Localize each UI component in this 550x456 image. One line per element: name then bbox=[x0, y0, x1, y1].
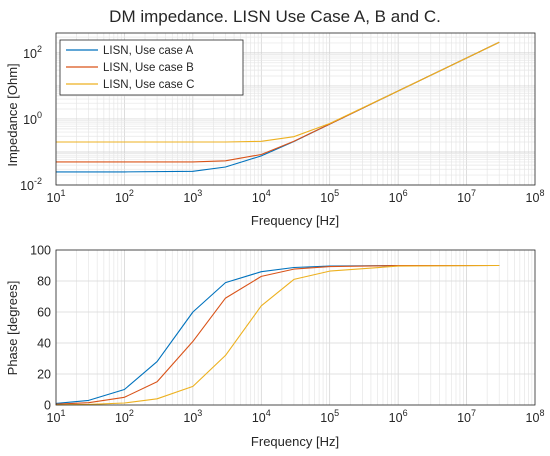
phase-grid bbox=[55, 249, 535, 406]
impedance-x-tick-label: 102 bbox=[115, 188, 134, 205]
phase-tick-labels: 0 20 40 60 80 100 101 102 103 104 105 106 107 108 bbox=[30, 244, 544, 426]
phase-x-tick-label: 105 bbox=[320, 408, 339, 425]
impedance-x-tick-label: 103 bbox=[183, 188, 202, 205]
impedance-tick-labels: 101 102 103 104 105 106 107 108 10-2 100 102 bbox=[20, 44, 544, 205]
impedance-y-tick-label: 10-2 bbox=[20, 176, 42, 193]
phase-y-tick-label: 100 bbox=[30, 244, 51, 258]
phase-y-axis-label: Phase [degrees] bbox=[5, 281, 20, 376]
impedance-x-tick-label: 106 bbox=[389, 188, 408, 205]
figure-title: DM impedance. LISN Use Case A, B and C. bbox=[109, 7, 441, 26]
impedance-axes bbox=[55, 32, 536, 186]
phase-axes bbox=[55, 249, 536, 406]
impedance-y-axis-label: Impedance [Ohm] bbox=[5, 63, 20, 166]
phase-series-b bbox=[55, 264, 500, 405]
phase-y-tick-label: 20 bbox=[37, 368, 51, 382]
impedance-x-tick-label: 101 bbox=[47, 188, 66, 205]
phase-y-tick-label: 0 bbox=[44, 399, 51, 413]
impedance-x-axis-label: Frequency [Hz] bbox=[251, 213, 339, 228]
impedance-x-tick-label: 108 bbox=[526, 188, 545, 205]
phase-panel: 0 20 40 60 80 100 101 102 103 104 105 106 107 108 Fre… bbox=[5, 244, 544, 450]
phase-y-tick-label: 60 bbox=[37, 306, 51, 320]
phase-x-tick-label: 101 bbox=[47, 408, 66, 425]
phase-x-tick-label: 104 bbox=[252, 408, 271, 425]
phase-axes-box bbox=[55, 249, 536, 406]
impedance-x-tick-label: 104 bbox=[252, 188, 271, 205]
impedance-series-c bbox=[56, 41, 500, 143]
impedance-x-tick-label: 105 bbox=[320, 188, 339, 205]
phase-x-axis-label: Frequency [Hz] bbox=[251, 434, 339, 449]
impedance-y-tick-label: 100 bbox=[23, 110, 42, 127]
phase-series-c bbox=[55, 264, 500, 406]
phase-x-tick-label: 103 bbox=[183, 408, 202, 425]
phase-series-a bbox=[55, 264, 500, 404]
impedance-axes-box bbox=[55, 32, 536, 186]
phase-lines bbox=[55, 264, 500, 406]
impedance-x-tick-label: 107 bbox=[457, 188, 476, 205]
impedance-panel: 101 102 103 104 105 106 107 108 10-2 100 102 Frequ… bbox=[5, 32, 544, 228]
legend-label-c: LISN, Use case C bbox=[103, 79, 194, 91]
phase-y-tick-label: 40 bbox=[37, 337, 51, 351]
phase-x-tick-label: 102 bbox=[115, 408, 134, 425]
phase-x-tick-label: 107 bbox=[457, 408, 476, 425]
impedance-y-tick-label: 102 bbox=[23, 44, 42, 61]
impedance-lines bbox=[56, 41, 500, 173]
phase-x-tick-label: 106 bbox=[389, 408, 408, 425]
legend: LISN, Use case A LISN, Use case B LISN, … bbox=[59, 39, 244, 96]
phase-x-tick-label: 108 bbox=[526, 408, 545, 425]
legend-label-b: LISN, Use case B bbox=[103, 62, 194, 74]
phase-y-tick-label: 80 bbox=[37, 275, 51, 289]
legend-label-a: LISN, Use case A bbox=[103, 45, 193, 57]
